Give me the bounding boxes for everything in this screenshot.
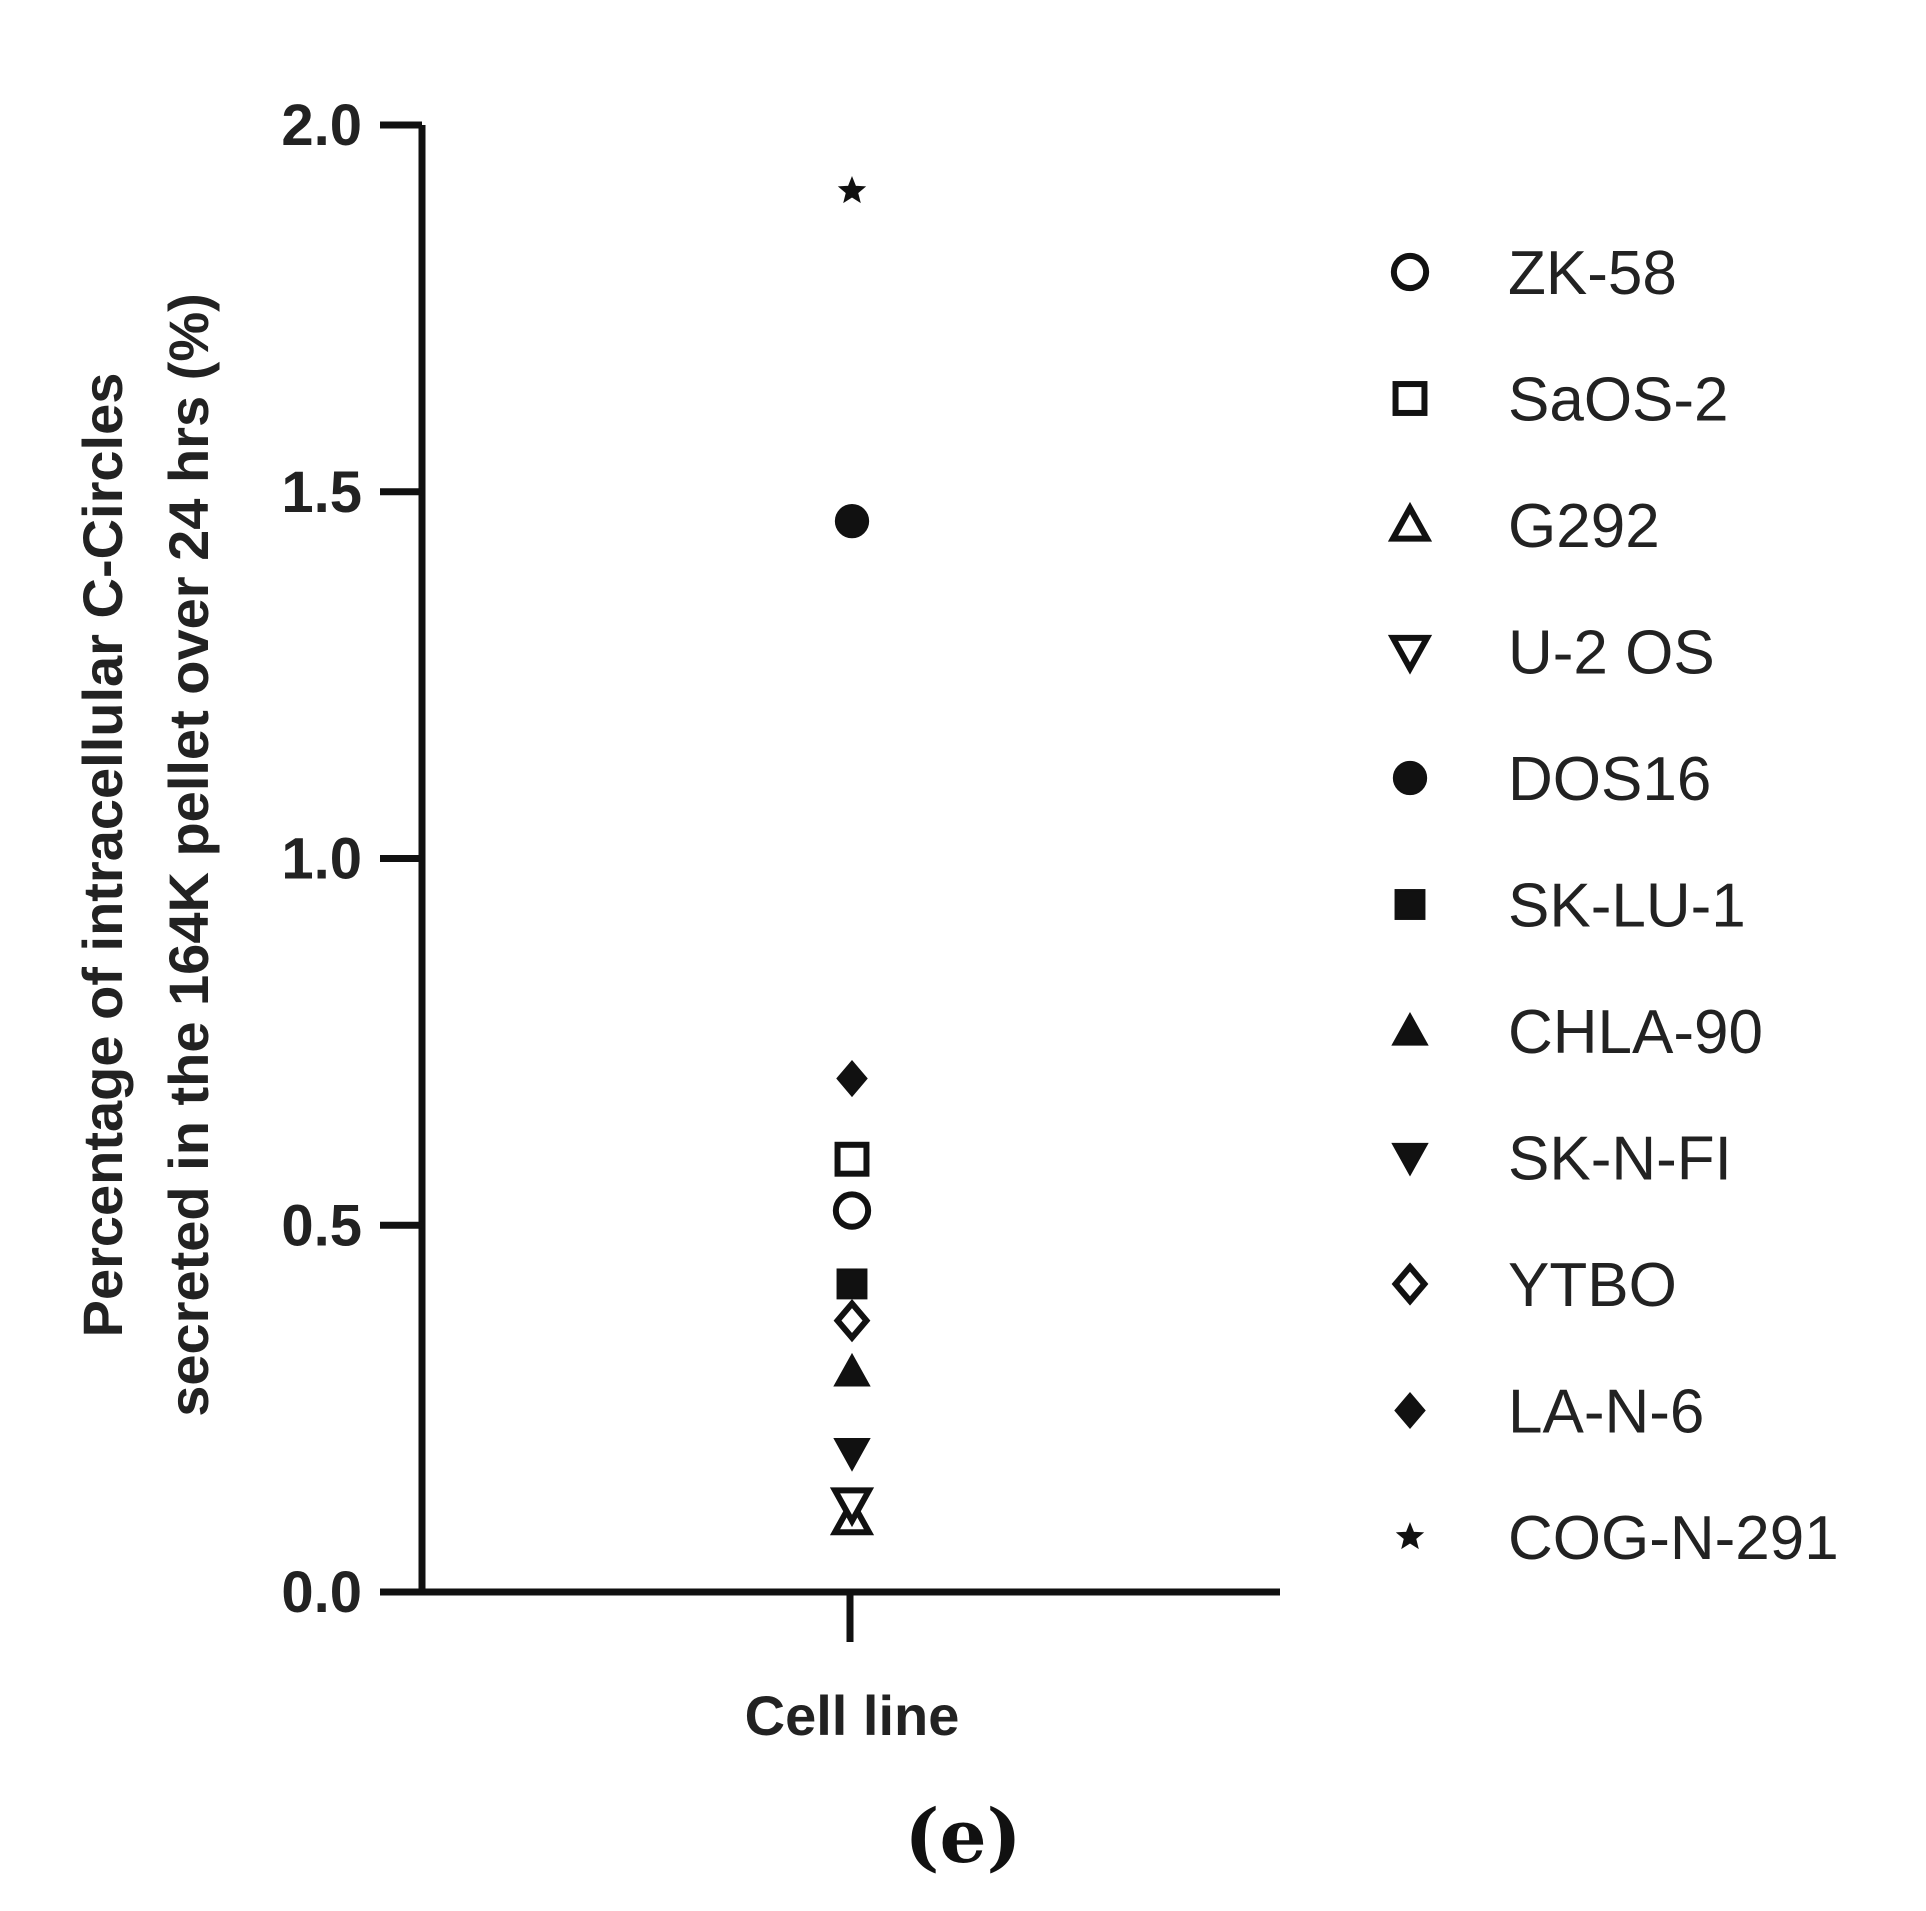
legend-marker-la-n-6 (1394, 1391, 1426, 1430)
legend-marker-zk-58 (1390, 252, 1430, 292)
data-point-la-n-6 (836, 1060, 868, 1098)
legend-label-sk-lu-1: SK-LU-1 (1508, 872, 1746, 941)
y-tick-label: 0.5 (281, 1193, 362, 1258)
legend-label-la-n-6: LA-N-6 (1508, 1378, 1704, 1447)
data-point-saos-2 (834, 1141, 870, 1177)
data-point-sk-n-fi (833, 1438, 871, 1472)
legend-label-g292: G292 (1508, 492, 1660, 561)
legend-marker-sk-lu-1 (1394, 889, 1426, 920)
legend-marker-g292 (1387, 501, 1433, 542)
data-point-chla-90 (833, 1352, 871, 1387)
data-point-u-2-os (829, 1487, 875, 1528)
legend-marker-ytbo (1391, 1262, 1429, 1306)
y-axis-label-line-2: secreted in the 164K pellet over 24 hrs … (157, 293, 220, 1417)
legend-label-sk-n-fi: SK-N-FI (1508, 1125, 1732, 1194)
axes (380, 125, 1280, 1642)
x-axis-label: Cell line (745, 1684, 960, 1747)
legend-label-ytbo: YTBO (1508, 1251, 1677, 1320)
legend-marker-cog-n-291 (1395, 1522, 1425, 1550)
legend-label-cog-n-291: COG-N-291 (1508, 1504, 1839, 1573)
legend-marker-sk-n-fi (1391, 1142, 1429, 1177)
panel-label: (e) (904, 1794, 1021, 1880)
legend-marker-chla-90 (1391, 1011, 1429, 1046)
legend-label-dos16: DOS16 (1508, 745, 1711, 814)
data-points (829, 176, 875, 1536)
y-tick-label: 2.0 (281, 93, 362, 158)
legend-label-chla-90: CHLA-90 (1508, 998, 1763, 1067)
data-point-sk-lu-1 (836, 1268, 868, 1300)
data-point-dos16 (834, 503, 870, 539)
legend-label-zk-58: ZK-58 (1508, 239, 1677, 308)
legend-label-saos-2: SaOS-2 (1508, 366, 1729, 435)
y-tick-label: 1.5 (281, 460, 362, 525)
legend-marker-dos16 (1392, 760, 1428, 796)
y-ticks: 0.0 0.5 1.0 1.5 2.0 (281, 93, 422, 1625)
legend: ZK-58 SaOS-2 G292 U-2 OS DOS16 SK-LU-1 CHLA-90… (1387, 239, 1839, 1573)
legend-marker-u-2-os (1387, 634, 1433, 675)
legend-label-u-2-os: U-2 OS (1508, 619, 1715, 688)
data-point-ytbo (833, 1298, 871, 1343)
legend-marker-saos-2 (1392, 381, 1428, 416)
data-point-zk-58 (832, 1191, 872, 1230)
y-tick-label: 1.0 (281, 827, 362, 892)
y-axis-label-line-1: Percentage of intracellular C-Circles (71, 373, 134, 1338)
data-point-cog-n-291 (837, 176, 867, 204)
y-tick-label: 0.0 (281, 1560, 362, 1625)
y-axis-label: Percentage of intracellular C-Circles se… (71, 293, 220, 1417)
